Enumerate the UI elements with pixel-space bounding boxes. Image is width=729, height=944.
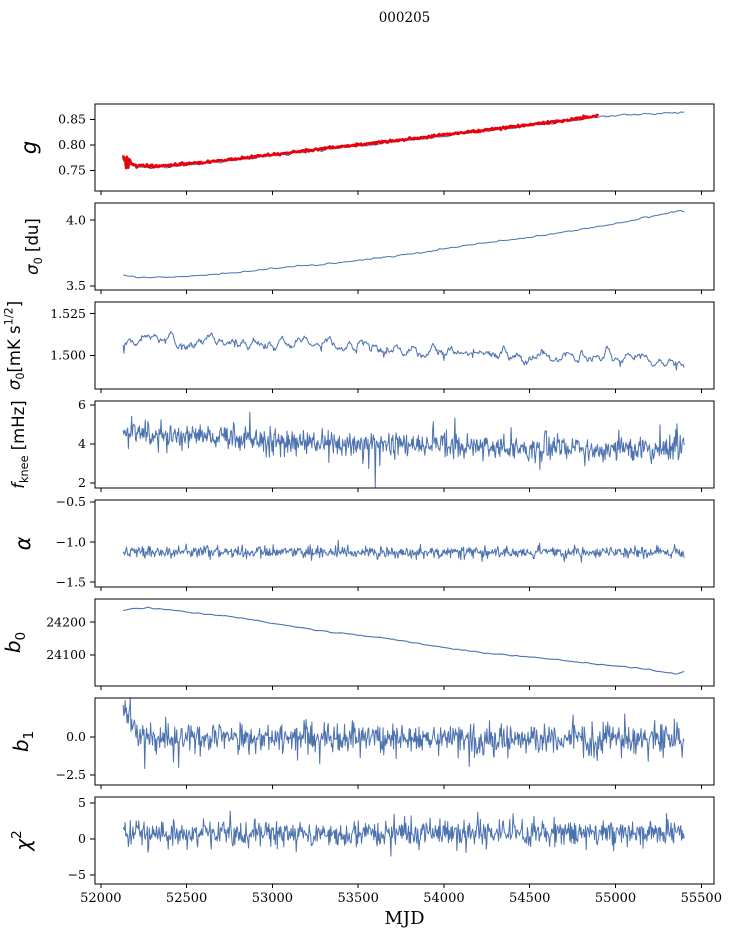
- axes-frame: [94, 400, 715, 489]
- x-tick-label: 53000: [252, 891, 293, 906]
- y-tick-label: 0: [78, 831, 86, 846]
- y-tick-label: 3.5: [66, 278, 86, 293]
- subplot-b1: 0.0 −2.5 b1: [9, 697, 715, 789]
- y-tick-label: −1.5: [56, 574, 86, 589]
- x-axis-label: MJD: [384, 908, 425, 929]
- y-tick-label: 0.0: [66, 729, 86, 744]
- figure-title: 000205: [378, 10, 431, 26]
- y-tick-label: 5: [78, 795, 86, 810]
- y-axis-label-g: g: [17, 141, 41, 154]
- x-tick-label: 55000: [595, 891, 636, 906]
- y-tick-label: 6: [78, 397, 86, 412]
- y-tick-label: 1.500: [50, 348, 86, 363]
- axes-frame: [94, 598, 715, 687]
- y-tick-label: 24100: [46, 647, 86, 662]
- subplot-sigma0-du: 3.5 4.0 σ0 [du]: [23, 202, 715, 294]
- subplot-b0: 24100 24200 b0: [1, 598, 715, 690]
- axes-frame: [94, 697, 715, 786]
- subplot-g: 0.75 0.80 0.85 g: [17, 103, 715, 195]
- x-tick-label: 55500: [681, 891, 722, 906]
- y-tick-label: 4.0: [66, 212, 86, 227]
- series-line-b0: [122, 606, 685, 675]
- y-tick-label: 1.525: [50, 306, 86, 321]
- y-axis-label-b1: b1: [9, 731, 37, 752]
- series-line-sigma0-du: [122, 210, 685, 279]
- y-tick-label: −0.5: [56, 494, 86, 509]
- series-line-b1: [122, 698, 685, 769]
- y-axis-label-b0: b0: [1, 632, 29, 653]
- y-tick-label: 24200: [46, 614, 86, 629]
- series-line-fknee: [122, 411, 685, 488]
- axes-frame: [94, 796, 715, 885]
- series-line-sigma0-mK: [122, 331, 685, 371]
- y-tick-label: 0.80: [58, 137, 86, 152]
- x-tick-label: 52500: [166, 891, 207, 906]
- series-line-g-measured: [121, 113, 600, 170]
- y-axis-label-sigma0-du: σ0 [du]: [23, 218, 45, 275]
- y-tick-label: 0.75: [58, 163, 86, 178]
- y-tick-label: −5: [68, 867, 86, 882]
- x-tick-label: 54000: [423, 891, 464, 906]
- subplot-chi2: 5 0 −5 52000 52500 53000 53500 54000 54500 55000 5…: [9, 795, 722, 906]
- y-tick-label: −1.0: [56, 534, 86, 549]
- subplot-sigma0-mK: 1.500 1.525 σ0[mK s1/2]: [3, 301, 715, 393]
- y-tick-label: −2.5: [56, 767, 86, 782]
- axes-frame: [94, 202, 715, 291]
- y-axis-label-chi2: χ2: [9, 830, 35, 852]
- axes-frame: [94, 499, 715, 588]
- y-tick-label: 0.85: [58, 112, 86, 127]
- y-axis-label-sigma0-mK: σ0[mK s1/2]: [3, 301, 27, 390]
- x-tick-label: 54500: [509, 891, 550, 906]
- subplot-alpha: −0.5 −1.0 −1.5 α: [11, 494, 715, 591]
- series-line-chi2: [122, 810, 685, 857]
- y-axis-label-alpha: α: [11, 536, 35, 550]
- x-tick-label: 52000: [80, 891, 121, 906]
- y-axis-label-fknee: fknee [mHz]: [9, 400, 31, 489]
- axes-frame: [94, 103, 715, 192]
- series-line-alpha: [122, 539, 685, 563]
- y-tick-label: 4: [78, 436, 86, 451]
- y-tick-label: 2: [78, 475, 86, 490]
- axes-frame: [94, 301, 715, 390]
- x-tick-label: 53500: [337, 891, 378, 906]
- subplot-fknee: 2 4 6 fknee [mHz]: [9, 397, 715, 492]
